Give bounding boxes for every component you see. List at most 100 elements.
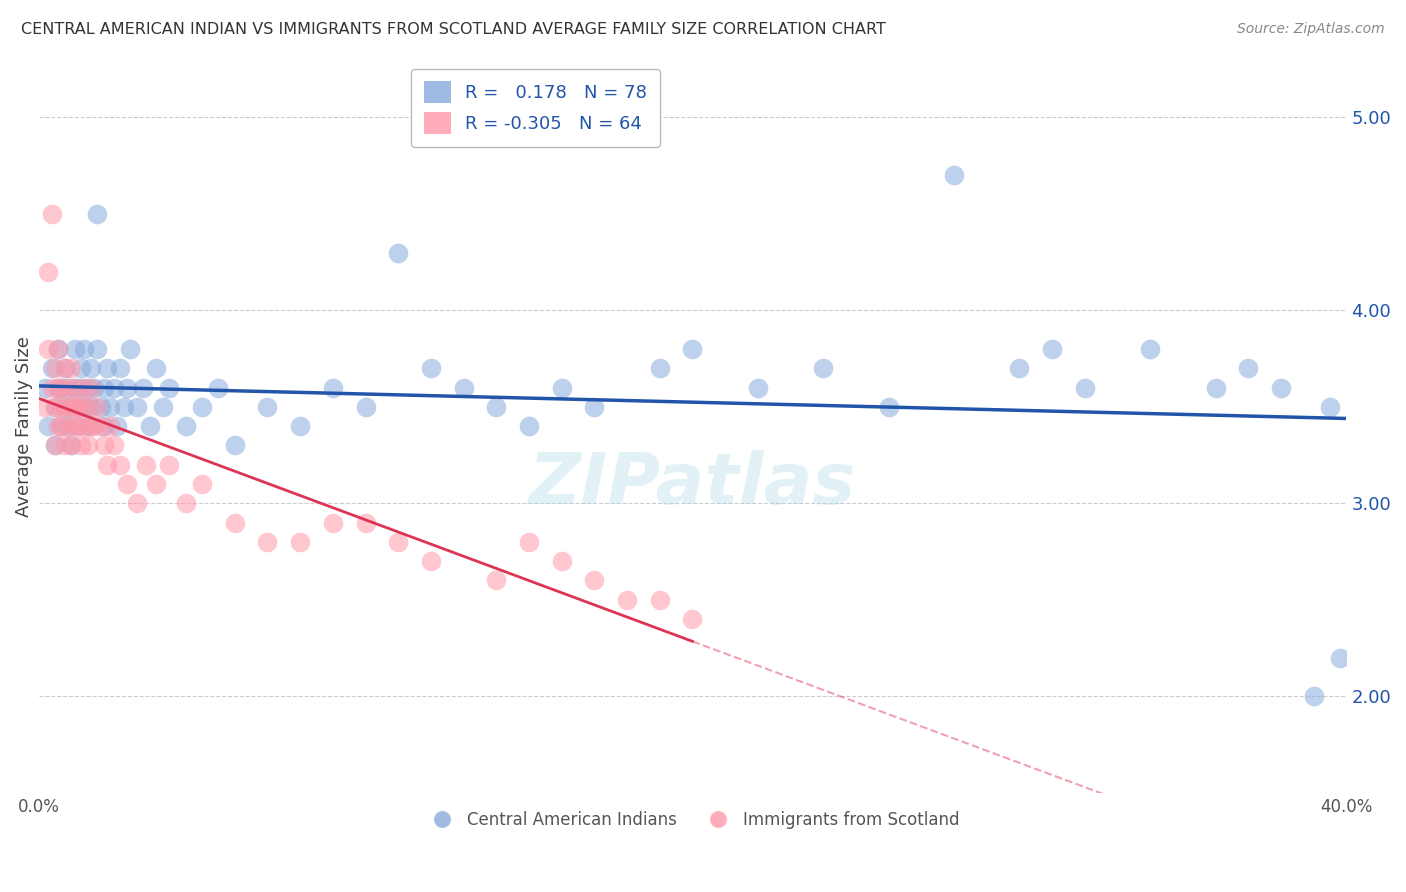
- Point: [56, 419, 79, 434]
- Point: [648, 592, 671, 607]
- Point: [110, 458, 132, 472]
- Point: [66, 419, 89, 434]
- Point: [125, 400, 148, 414]
- Point: [80, 361, 103, 376]
- Point: [288, 534, 311, 549]
- Point: [191, 477, 214, 491]
- Point: [813, 361, 835, 376]
- Point: [354, 516, 377, 530]
- Point: [96, 361, 118, 376]
- Point: [1205, 380, 1227, 394]
- Point: [256, 400, 278, 414]
- Point: [90, 419, 112, 434]
- Point: [517, 534, 540, 549]
- Point: [747, 380, 769, 394]
- Point: [51, 380, 73, 394]
- Point: [100, 419, 122, 434]
- Point: [419, 361, 441, 376]
- Point: [682, 612, 704, 626]
- Point: [125, 496, 148, 510]
- Point: [256, 534, 278, 549]
- Point: [583, 574, 606, 588]
- Point: [70, 400, 93, 414]
- Point: [66, 400, 89, 414]
- Point: [86, 342, 108, 356]
- Point: [46, 419, 69, 434]
- Point: [112, 400, 135, 414]
- Point: [34, 380, 56, 394]
- Point: [51, 400, 73, 414]
- Point: [90, 400, 112, 414]
- Point: [110, 361, 132, 376]
- Point: [93, 419, 115, 434]
- Text: Source: ZipAtlas.com: Source: ZipAtlas.com: [1237, 22, 1385, 37]
- Point: [138, 419, 160, 434]
- Point: [86, 207, 108, 221]
- Point: [41, 361, 63, 376]
- Point: [56, 419, 79, 434]
- Point: [583, 400, 606, 414]
- Point: [96, 458, 118, 472]
- Point: [37, 419, 59, 434]
- Point: [145, 361, 167, 376]
- Point: [83, 380, 105, 394]
- Point: [1329, 650, 1351, 665]
- Point: [157, 380, 180, 394]
- Text: CENTRAL AMERICAN INDIAN VS IMMIGRANTS FROM SCOTLAND AVERAGE FAMILY SIZE CORRELAT: CENTRAL AMERICAN INDIAN VS IMMIGRANTS FR…: [21, 22, 886, 37]
- Point: [648, 361, 671, 376]
- Point: [550, 380, 572, 394]
- Point: [63, 380, 86, 394]
- Point: [44, 400, 66, 414]
- Point: [41, 380, 63, 394]
- Point: [34, 400, 56, 414]
- Point: [76, 419, 98, 434]
- Point: [1040, 342, 1063, 356]
- Point: [517, 419, 540, 434]
- Point: [60, 400, 83, 414]
- Point: [73, 342, 96, 356]
- Point: [60, 438, 83, 452]
- Point: [63, 380, 86, 394]
- Point: [80, 419, 103, 434]
- Point: [51, 419, 73, 434]
- Point: [46, 380, 69, 394]
- Point: [120, 342, 142, 356]
- Point: [46, 342, 69, 356]
- Point: [174, 419, 197, 434]
- Point: [682, 342, 704, 356]
- Point: [1139, 342, 1161, 356]
- Point: [616, 592, 638, 607]
- Point: [80, 400, 103, 414]
- Legend: Central American Indians, Immigrants from Scotland: Central American Indians, Immigrants fro…: [419, 805, 966, 836]
- Point: [46, 342, 69, 356]
- Point: [224, 438, 246, 452]
- Point: [66, 419, 89, 434]
- Text: ZIPatlas: ZIPatlas: [529, 450, 856, 519]
- Point: [56, 380, 79, 394]
- Point: [53, 438, 76, 452]
- Point: [877, 400, 900, 414]
- Point: [60, 361, 83, 376]
- Point: [53, 400, 76, 414]
- Point: [53, 400, 76, 414]
- Point: [63, 400, 86, 414]
- Point: [485, 574, 508, 588]
- Point: [63, 419, 86, 434]
- Point: [387, 245, 409, 260]
- Point: [115, 380, 138, 394]
- Point: [115, 477, 138, 491]
- Point: [174, 496, 197, 510]
- Point: [288, 419, 311, 434]
- Point: [70, 438, 93, 452]
- Point: [60, 438, 83, 452]
- Point: [73, 419, 96, 434]
- Point: [66, 400, 89, 414]
- Point: [86, 400, 108, 414]
- Point: [44, 438, 66, 452]
- Point: [80, 380, 103, 394]
- Point: [73, 380, 96, 394]
- Point: [46, 380, 69, 394]
- Point: [53, 361, 76, 376]
- Point: [1302, 689, 1324, 703]
- Point: [93, 438, 115, 452]
